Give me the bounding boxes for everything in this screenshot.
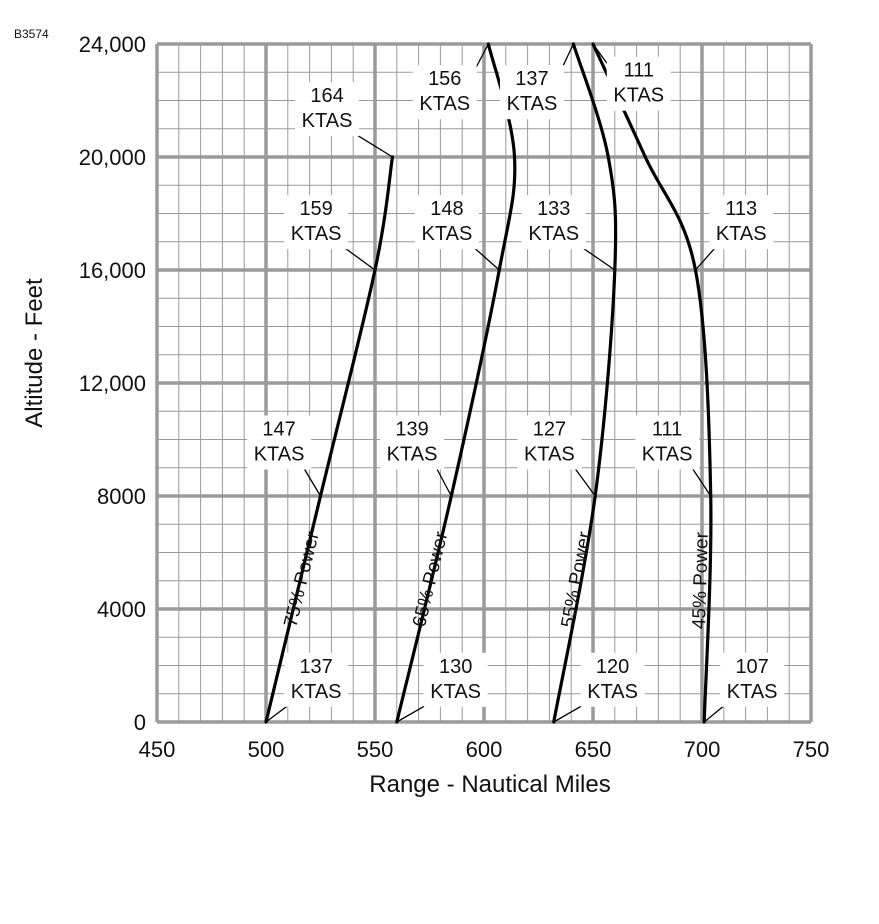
ktas-unit-label: KTAS xyxy=(387,444,438,466)
ktas-unit-label: KTAS xyxy=(291,223,342,245)
x-tick-label: 750 xyxy=(793,737,830,762)
x-tick-label: 500 xyxy=(248,737,285,762)
series-power-label: 65% Power xyxy=(409,529,452,629)
x-tick-label: 700 xyxy=(684,737,721,762)
major-grid xyxy=(155,42,813,724)
series-line xyxy=(591,42,713,724)
label-background xyxy=(606,56,671,111)
ktas-unit-label: KTAS xyxy=(302,110,353,132)
ktas-unit-label: KTAS xyxy=(587,681,638,703)
ktas-unit-label: KTAS xyxy=(422,223,473,245)
figure-id: B3574 xyxy=(14,27,49,41)
ktas-value-label: 147 xyxy=(262,419,295,441)
ktas-value-label: 133 xyxy=(537,198,570,220)
x-tick-label: 650 xyxy=(575,737,612,762)
label-background xyxy=(499,65,564,120)
y-tick-label: 24,000 xyxy=(79,32,146,57)
label-background xyxy=(720,652,785,707)
ktas-value-label: 159 xyxy=(299,198,332,220)
label-background xyxy=(709,195,774,250)
label-background xyxy=(284,652,349,707)
ktas-value-label: 156 xyxy=(428,68,461,90)
label-background xyxy=(284,195,349,250)
ktas-unit-label: KTAS xyxy=(524,444,575,466)
series-line xyxy=(552,42,618,724)
y-axis-title: Altitude - Feet xyxy=(21,278,48,428)
label-background xyxy=(414,195,479,250)
y-tick-labels: 0 4000 8000 12,000 16,000 20,000 24,000 xyxy=(79,32,146,735)
ktas-value-label: 137 xyxy=(515,68,548,90)
label-background xyxy=(423,652,488,707)
ktas-unit-label: KTAS xyxy=(716,223,767,245)
y-tick-label: 12,000 xyxy=(79,371,146,396)
x-tick-labels: 450 500 550 600 650 700 750 xyxy=(139,737,830,762)
y-tick-label: 20,000 xyxy=(79,145,146,170)
ktas-unit-label: KTAS xyxy=(507,93,558,115)
series-power-label: 45% Power xyxy=(689,531,713,629)
ktas-value-label: 139 xyxy=(395,419,428,441)
label-background xyxy=(247,415,312,470)
x-tick-label: 550 xyxy=(357,737,394,762)
ktas-value-label: 113 xyxy=(725,198,757,220)
ktas-value-label: 130 xyxy=(439,656,472,678)
x-axis-title: Range - Nautical Miles xyxy=(369,771,610,798)
ktas-unit-label: KTAS xyxy=(727,681,778,703)
label-background xyxy=(521,195,586,250)
y-tick-label: 4000 xyxy=(97,597,146,622)
series-power-label: 55% Power xyxy=(558,529,596,629)
y-tick-label: 0 xyxy=(134,710,146,735)
ktas-value-label: 127 xyxy=(533,419,566,441)
ktas-value-label: 107 xyxy=(735,656,768,678)
x-tick-label: 600 xyxy=(466,737,503,762)
label-background xyxy=(380,415,445,470)
x-tick-label: 450 xyxy=(139,737,176,762)
ktas-unit-label: KTAS xyxy=(419,93,470,115)
ktas-unit-label: KTAS xyxy=(613,85,664,107)
ktas-value-label: 111 xyxy=(652,419,682,441)
power-curves xyxy=(264,42,713,724)
label-background xyxy=(635,415,700,470)
label-background xyxy=(412,65,477,120)
ktas-unit-label: KTAS xyxy=(642,444,693,466)
series-power-label: 75% Power xyxy=(280,529,323,629)
ktas-value-label: 111 xyxy=(624,60,654,82)
label-background xyxy=(517,415,582,470)
label-background xyxy=(295,82,360,137)
y-tick-label: 16,000 xyxy=(79,258,146,283)
ktas-labels: 75% Power 137 KTAS 147 KTAS 159 KTAS 164 KTAS 65%… xyxy=(247,56,785,707)
ktas-unit-label: KTAS xyxy=(291,681,342,703)
ktas-unit-label: KTAS xyxy=(430,681,481,703)
ktas-value-label: 137 xyxy=(299,656,332,678)
series-line xyxy=(264,155,395,724)
label-background xyxy=(580,652,645,707)
ktas-value-label: 164 xyxy=(310,85,343,107)
ktas-value-label: 120 xyxy=(596,656,629,678)
ktas-unit-label: KTAS xyxy=(528,223,579,245)
series-line xyxy=(395,42,517,724)
y-tick-label: 8000 xyxy=(97,484,146,509)
ktas-unit-label: KTAS xyxy=(254,444,305,466)
ktas-value-label: 148 xyxy=(430,198,463,220)
